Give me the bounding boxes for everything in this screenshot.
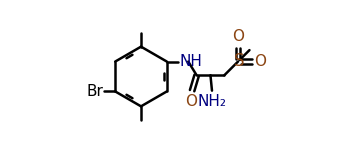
Text: O: O: [185, 94, 197, 110]
Text: O: O: [254, 54, 266, 69]
Text: S: S: [233, 52, 244, 70]
Text: O: O: [232, 29, 244, 44]
Text: NH₂: NH₂: [197, 94, 226, 109]
Text: NH: NH: [179, 54, 202, 69]
Text: Br: Br: [87, 84, 104, 99]
